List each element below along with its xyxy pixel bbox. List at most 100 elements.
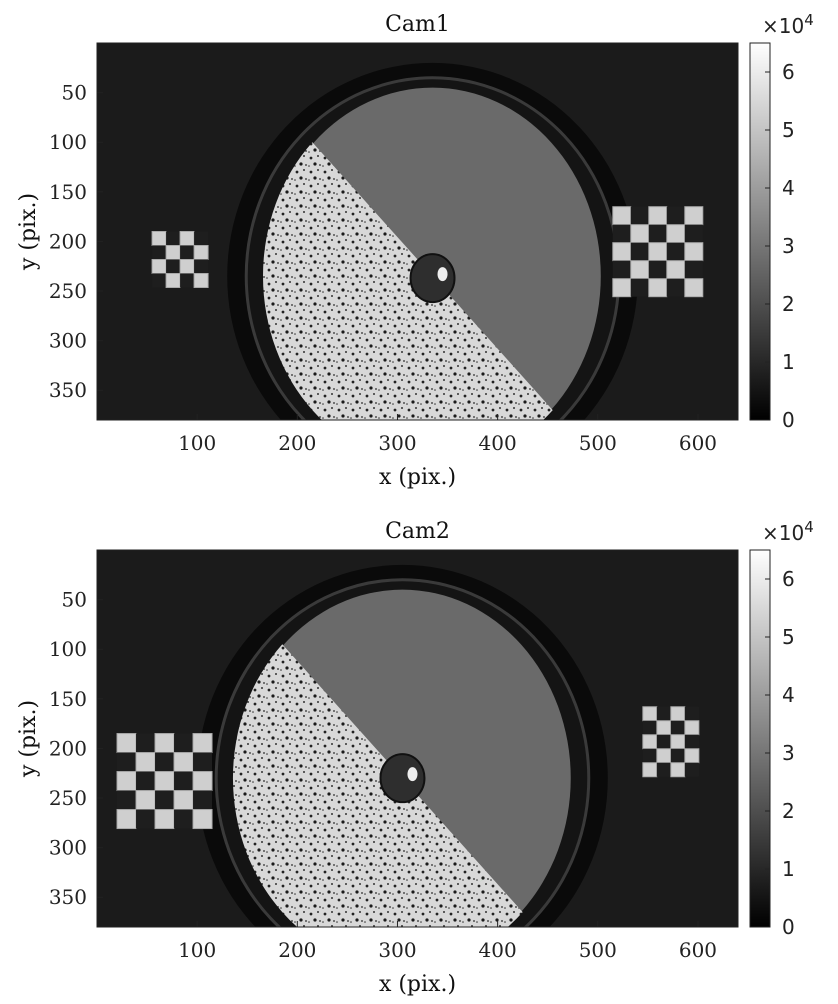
target-square xyxy=(642,762,658,778)
target-square xyxy=(684,224,703,243)
y-tick-label: 200 xyxy=(49,736,87,760)
target-square xyxy=(192,809,213,830)
target-square xyxy=(656,762,671,777)
colorbar-exponent: ×104 xyxy=(762,11,814,38)
colorbar-tick-label: 5 xyxy=(782,118,795,142)
target-square xyxy=(154,733,175,754)
target-square xyxy=(684,706,699,721)
target-square xyxy=(165,245,181,260)
target-square xyxy=(642,734,658,750)
x-tick-label: 400 xyxy=(479,431,517,455)
target-square xyxy=(192,771,213,792)
colorbar-gradient xyxy=(749,549,771,928)
mesh-overlay xyxy=(504,371,511,377)
y-tick-label: 200 xyxy=(49,229,87,253)
target-square xyxy=(151,259,167,274)
target-square xyxy=(179,231,195,246)
target-square xyxy=(174,771,194,791)
target-square xyxy=(194,231,209,246)
target-square xyxy=(684,762,699,777)
target-square xyxy=(666,242,685,261)
x-tick-label: 400 xyxy=(479,938,517,962)
target-square xyxy=(642,706,658,722)
target-square xyxy=(180,273,195,288)
y-tick-label: 100 xyxy=(49,130,87,154)
target-square xyxy=(666,224,686,244)
sphere xyxy=(409,253,456,304)
sphere-highlight xyxy=(437,267,448,282)
target-square xyxy=(152,245,167,260)
y-tick-label: 300 xyxy=(49,836,87,860)
y-tick-label: 150 xyxy=(49,180,87,204)
target-square xyxy=(630,224,650,244)
target-square xyxy=(155,790,175,810)
axes-frame xyxy=(96,42,739,421)
camera-image xyxy=(97,43,738,420)
target-square xyxy=(670,748,685,763)
y-tick-label: 250 xyxy=(49,279,87,303)
target-square xyxy=(193,245,209,260)
colorbar-tick-label: 3 xyxy=(782,741,795,765)
axes-frame xyxy=(96,549,739,928)
target-square xyxy=(155,752,175,772)
target-square xyxy=(612,206,632,226)
y-tick-label: 100 xyxy=(49,637,87,661)
colorbar-exponent-base: ×10 xyxy=(762,521,804,545)
x-tick-label: 500 xyxy=(579,938,617,962)
sphere xyxy=(379,753,426,804)
colorbar-exponent-base: ×10 xyxy=(762,14,804,38)
target-square xyxy=(193,790,213,810)
target-right xyxy=(612,206,704,298)
y-tick-label: 50 xyxy=(62,588,87,612)
target-square xyxy=(630,242,649,261)
colorbar-gradient xyxy=(749,42,771,421)
y-tick-label: 300 xyxy=(49,329,87,353)
target-square xyxy=(151,231,167,246)
target-square xyxy=(612,224,631,243)
target-square xyxy=(180,245,195,260)
target-square xyxy=(117,752,137,772)
target-square xyxy=(179,259,195,274)
x-tick-label: 500 xyxy=(579,431,617,455)
target-square xyxy=(656,720,672,736)
y-tick-label: 150 xyxy=(49,687,87,711)
target-square xyxy=(135,790,156,811)
x-tick-label: 600 xyxy=(679,938,717,962)
colorbar-exponent: ×104 xyxy=(762,518,814,545)
target-square xyxy=(670,762,686,778)
colorbar-tick-label: 6 xyxy=(782,60,795,84)
target-square xyxy=(684,734,699,749)
target-square xyxy=(656,706,671,721)
target-left xyxy=(151,231,209,288)
y-axis-label: y (pix.) xyxy=(16,193,41,271)
target-square xyxy=(670,706,686,722)
y-tick-label: 350 xyxy=(49,885,87,909)
x-tick-label: 100 xyxy=(178,431,216,455)
y-tick-label: 50 xyxy=(62,81,87,105)
target-square xyxy=(116,809,137,830)
colorbar-tick-label: 2 xyxy=(782,292,795,316)
target-square xyxy=(684,206,704,226)
colorbar-exponent-power: 4 xyxy=(804,518,814,536)
x-tick-label: 200 xyxy=(278,431,316,455)
target-square xyxy=(630,278,649,297)
colorbar-exponent-power: 4 xyxy=(804,11,814,29)
target-square xyxy=(666,206,685,225)
target-square xyxy=(174,809,194,829)
target-square xyxy=(648,242,668,262)
target-square xyxy=(642,720,657,735)
target-square xyxy=(174,733,194,753)
target-square xyxy=(154,809,175,830)
colorbar-tick-label: 1 xyxy=(782,350,795,374)
target-square xyxy=(136,733,156,753)
colorbar-tick-label: 6 xyxy=(782,567,795,591)
target-square xyxy=(648,224,667,243)
target-square xyxy=(193,752,213,772)
target-square xyxy=(136,771,156,791)
x-axis-label: x (pix.) xyxy=(379,972,456,997)
target-square xyxy=(194,259,209,274)
